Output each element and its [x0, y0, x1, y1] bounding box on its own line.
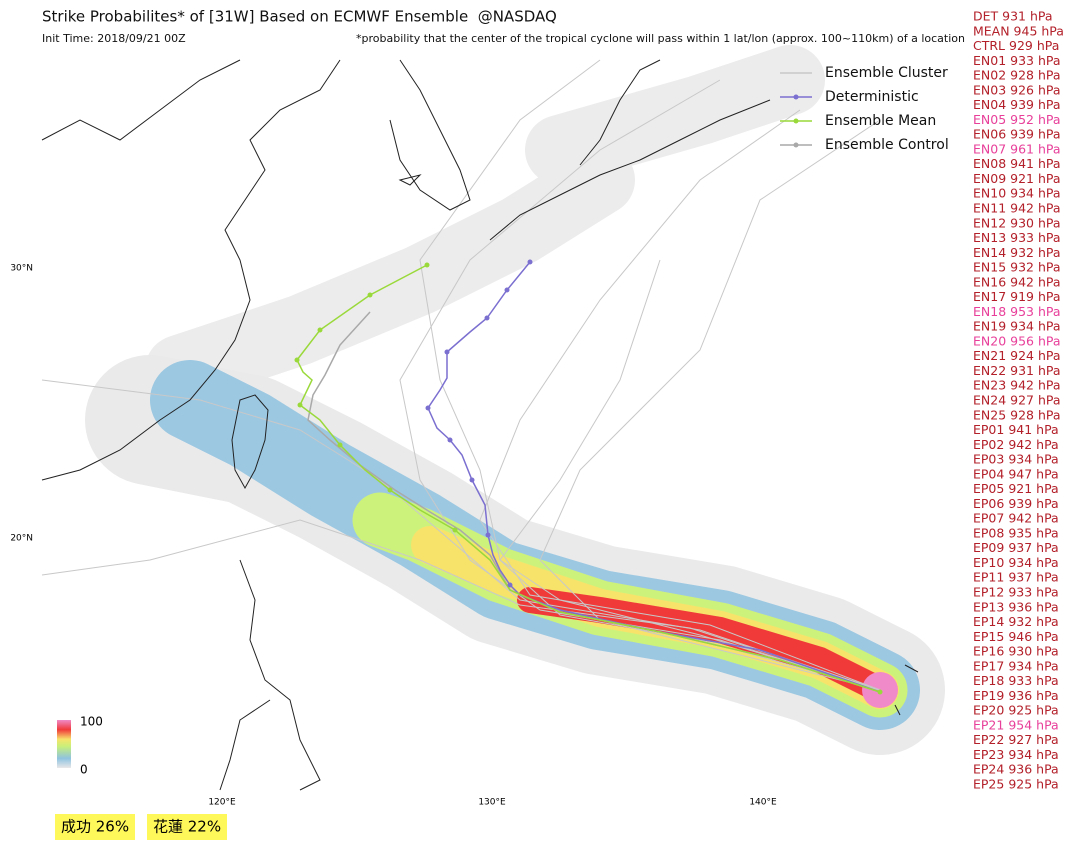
member-pressure: EN16 942 hPa [973, 274, 1061, 289]
member-pressure: CTRL 929 hPa [973, 38, 1059, 53]
member-pressure: EN02 928 hPa [973, 68, 1061, 83]
member-pressure: MEAN 945 hPa [973, 23, 1064, 38]
member-pressure: EN24 927 hPa [973, 393, 1061, 408]
member-pressure: EN21 924 hPa [973, 348, 1061, 363]
legend-dot [793, 94, 799, 100]
member-pressure: EN11 942 hPa [973, 201, 1061, 216]
member-pressure: EN20 956 hPa [973, 333, 1061, 348]
member-pressure: EP23 934 hPa [973, 747, 1059, 762]
member-pressure: EP19 936 hPa [973, 688, 1059, 703]
member-pressure: EP06 939 hPa [973, 496, 1059, 511]
station-box [55, 814, 135, 840]
member-pressure: EN04 939 hPa [973, 97, 1061, 112]
probability-swath [85, 45, 945, 755]
member-pressure: EN08 941 hPa [973, 156, 1061, 171]
member-pressure: EP03 934 hPa [973, 452, 1059, 467]
member-pressure: EP08 935 hPa [973, 525, 1059, 540]
member-pressure: EP16 930 hPa [973, 644, 1059, 659]
legend-label: Ensemble Cluster [825, 65, 948, 81]
member-pressure: EN18 953 hPa [973, 304, 1061, 319]
member-pressure: EP17 934 hPa [973, 658, 1059, 673]
member-pressure: EP02 942 hPa [973, 437, 1059, 452]
member-pressure: EP13 936 hPa [973, 599, 1059, 614]
lat-label: 30°N [10, 264, 33, 274]
member-pressure: EP05 921 hPa [973, 481, 1059, 496]
member-pressure: EP15 946 hPa [973, 629, 1059, 644]
member-pressure: EP04 947 hPa [973, 466, 1059, 481]
member-pressure: DET 931 hPa [973, 9, 1053, 24]
member-pressure: EP09 937 hPa [973, 540, 1059, 555]
colorbar-max: 100 [80, 715, 103, 729]
map-frame [41, 45, 945, 791]
legend-label: Deterministic [825, 89, 919, 105]
legend-label: Ensemble Mean [825, 113, 936, 129]
init-time: Init Time: 2018/09/21 00Z [42, 32, 186, 45]
station-box [147, 814, 227, 840]
title: Strike Probabilites* of [31W] Based on E… [42, 8, 557, 26]
station-prob: 成功 26% [61, 818, 129, 836]
legend: Ensemble Cluster Deterministic Ensemble Me… [780, 65, 949, 153]
colorbar [57, 720, 71, 768]
member-pressure: EN07 961 hPa [973, 141, 1061, 156]
member-pressure: EP25 925 hPa [973, 777, 1059, 792]
member-pressure: EP01 941 hPa [973, 422, 1059, 437]
lon-label: 140°E [749, 798, 777, 808]
member-pressure: EN13 933 hPa [973, 230, 1061, 245]
member-pressure: EN03 926 hPa [973, 82, 1061, 97]
lat-label: 20°N [10, 534, 33, 544]
legend-dot [793, 142, 799, 148]
member-pressure: EN10 934 hPa [973, 186, 1061, 201]
member-pressure: EN22 931 hPa [973, 363, 1061, 378]
member-pressure: EN05 952 hPa [973, 112, 1061, 127]
lon-label: 120°E [208, 798, 236, 808]
member-pressure: EP14 932 hPa [973, 614, 1059, 629]
member-pressure: EN17 919 hPa [973, 289, 1061, 304]
legend-label: Ensemble Control [825, 137, 949, 153]
member-pressure: EN23 942 hPa [973, 378, 1061, 393]
note: *probability that the center of the trop… [356, 32, 965, 45]
lon-label: 130°E [478, 798, 506, 808]
colorbar-min: 0 [80, 763, 88, 777]
coastlines [41, 59, 919, 791]
member-pressure: EP07 942 hPa [973, 511, 1059, 526]
member-pressure: EN25 928 hPa [973, 407, 1061, 422]
member-pressure: EP24 936 hPa [973, 762, 1059, 777]
member-pressure: EN19 934 hPa [973, 319, 1061, 334]
member-pressure: EN14 932 hPa [973, 245, 1061, 260]
member-pressure: EN15 932 hPa [973, 260, 1061, 275]
track-points [294, 259, 883, 695]
member-pressure: EP21 954 hPa [973, 717, 1059, 732]
member-pressure: EP22 927 hPa [973, 732, 1059, 747]
member-pressure: EP11 937 hPa [973, 570, 1059, 585]
legend-dot [793, 118, 799, 124]
member-pressure: EN09 921 hPa [973, 171, 1061, 186]
ensemble-cluster [41, 59, 881, 691]
member-pressure: EP10 934 hPa [973, 555, 1059, 570]
member-pressure: EP20 925 hPa [973, 703, 1059, 718]
member-pressure: EN01 933 hPa [973, 53, 1061, 68]
member-pressure: EP12 933 hPa [973, 585, 1059, 600]
member-pressure: EP18 933 hPa [973, 673, 1059, 688]
station-prob: 花蓮 22% [153, 818, 221, 836]
member-pressure: EN06 939 hPa [973, 127, 1061, 142]
member-pressure: EN12 930 hPa [973, 215, 1061, 230]
